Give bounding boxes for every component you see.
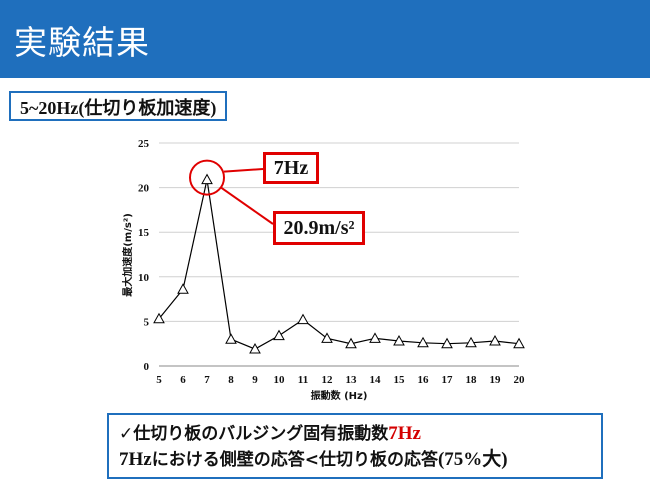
conclusion-lead-2: 7Hz bbox=[119, 449, 152, 470]
conclusion-line-2: 7Hzにおける側壁の応答<仕切り板の応答(75%大) bbox=[119, 447, 591, 473]
data-point bbox=[225, 333, 237, 344]
x-tick-label: 13 bbox=[346, 374, 358, 386]
data-point bbox=[297, 313, 309, 325]
y-tick-label: 5 bbox=[144, 316, 150, 328]
peak-acceleration-callout: 20.9m/s² bbox=[273, 211, 365, 245]
x-tick-label: 11 bbox=[298, 374, 308, 386]
series-line bbox=[158, 179, 520, 350]
slide-title: 実験結果 bbox=[14, 23, 150, 62]
x-tick-label: 5 bbox=[156, 374, 162, 386]
x-tick-label: 8 bbox=[228, 374, 234, 386]
check-icon: ✓ bbox=[119, 424, 134, 444]
x-tick-label: 20 bbox=[514, 374, 526, 386]
chart-grid bbox=[159, 142, 519, 322]
y-tick-label: 0 bbox=[144, 361, 150, 373]
data-point bbox=[153, 312, 165, 324]
y-tick-label: 25 bbox=[138, 138, 150, 150]
x-tick-label: 6 bbox=[180, 374, 186, 386]
conclusion-text-2: における側壁の応答<仕切り板の応答 bbox=[151, 450, 438, 470]
data-point bbox=[321, 332, 333, 343]
y-tick-label: 20 bbox=[138, 183, 150, 195]
x-tick-label: 17 bbox=[442, 374, 454, 386]
data-point bbox=[273, 329, 285, 341]
conclusion-text-1: 仕切り板のバルジング固有振動数 bbox=[133, 424, 389, 444]
x-tick-label: 10 bbox=[274, 374, 286, 386]
data-point bbox=[249, 343, 261, 354]
data-point bbox=[345, 337, 357, 349]
data-point bbox=[465, 336, 477, 348]
data-point bbox=[441, 337, 453, 349]
x-tick-label: 18 bbox=[466, 374, 478, 386]
y-axis-label: 最大加速度(m/s²) bbox=[121, 213, 134, 297]
x-axis-label: 振動数 (Hz) bbox=[311, 389, 368, 402]
y-tick-label: 15 bbox=[138, 227, 150, 239]
data-point bbox=[369, 332, 381, 343]
y-tick-label: 10 bbox=[138, 272, 150, 284]
data-point bbox=[489, 334, 501, 346]
x-tick-label: 9 bbox=[252, 374, 258, 386]
conclusion-box: ✓仕切り板のバルジング固有振動数7Hz 7Hzにおける側壁の応答<仕切り板の応答… bbox=[107, 413, 603, 479]
x-tick-label: 15 bbox=[394, 374, 406, 386]
peak-frequency-callout: 7Hz bbox=[263, 152, 319, 184]
conclusion-paren-2: (75%大) bbox=[437, 449, 508, 470]
range-label: 5~20Hz(仕切り板加速度) bbox=[9, 91, 228, 121]
peak-circle bbox=[189, 159, 225, 196]
chart-series bbox=[153, 173, 525, 354]
data-point bbox=[393, 334, 405, 346]
data-point bbox=[177, 283, 189, 294]
conclusion-line-1: ✓仕切り板のバルジング固有振動数7Hz bbox=[119, 421, 591, 447]
x-tick-label: 14 bbox=[370, 374, 382, 386]
x-tick-label: 16 bbox=[418, 374, 430, 386]
callout-connector-freq bbox=[223, 168, 264, 173]
x-tick-label: 19 bbox=[490, 374, 502, 386]
peak-highlight bbox=[189, 159, 274, 225]
slide-header: 実験結果 bbox=[0, 0, 650, 78]
x-tick-label: 12 bbox=[322, 374, 334, 386]
x-tick-label: 7 bbox=[204, 374, 210, 386]
data-point bbox=[417, 336, 429, 348]
conclusion-value-1: 7Hz bbox=[388, 423, 421, 444]
data-point bbox=[201, 173, 213, 185]
data-point bbox=[513, 337, 525, 349]
callout-connector-acc bbox=[220, 186, 274, 225]
